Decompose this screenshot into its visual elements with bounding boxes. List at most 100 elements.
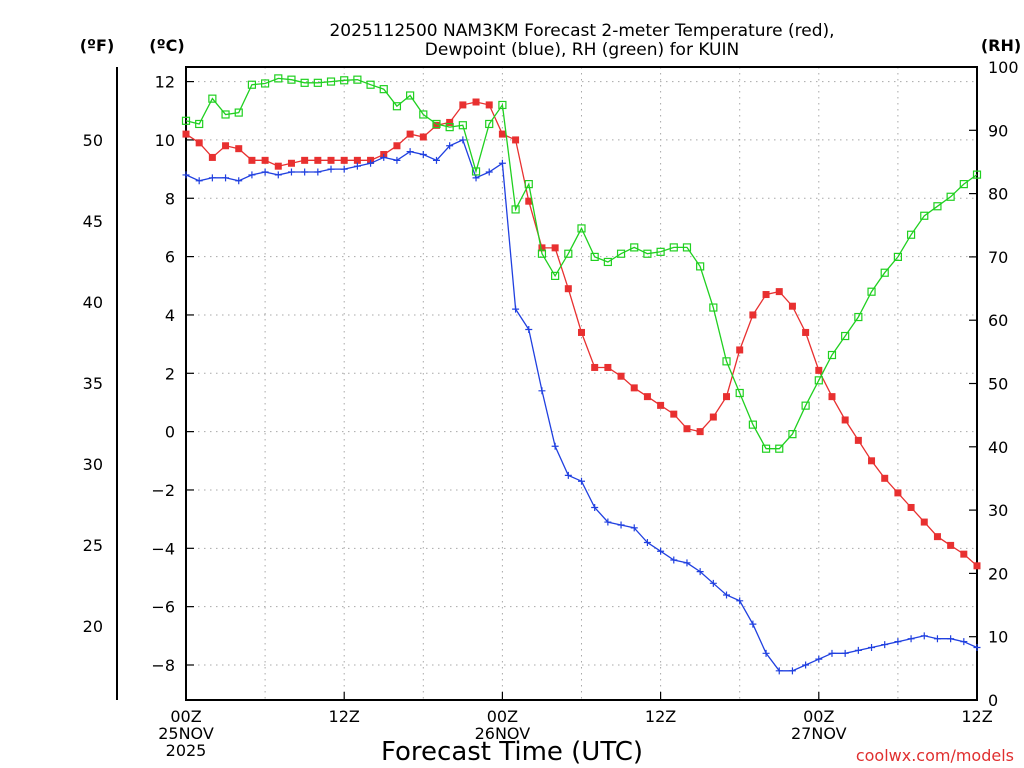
dewpoint-point	[709, 579, 717, 587]
rh-point	[458, 121, 467, 130]
rh-point	[906, 230, 916, 239]
temperature-point	[670, 410, 678, 418]
rh-point	[537, 249, 547, 258]
temperature-point	[749, 311, 757, 319]
rh-point	[748, 420, 757, 429]
dewpoint-point	[802, 661, 810, 669]
celsius-tick-label: 8	[165, 189, 175, 208]
fahrenheit-unit-label: (ºF)	[80, 36, 115, 55]
x-tick-label-line: 00Z	[487, 707, 518, 726]
temperature-point	[709, 413, 717, 421]
rh-point	[880, 268, 889, 277]
rh-point	[471, 167, 481, 176]
dewpoint-point	[222, 174, 230, 182]
rh-point	[867, 287, 876, 296]
rh-point	[814, 376, 823, 385]
temperature-point	[274, 162, 282, 170]
x-axis-label: Forecast Time (UTC)	[381, 737, 643, 767]
rh-point	[287, 75, 296, 84]
temperature-point	[973, 562, 981, 570]
rh-tick-label: 10	[988, 628, 1008, 647]
dewpoint-point	[578, 477, 585, 485]
rh-point	[827, 350, 837, 360]
temperature-point	[512, 136, 520, 144]
temperature-point	[459, 101, 467, 109]
temperature-point	[617, 372, 625, 380]
dewpoint-point	[947, 635, 955, 643]
dewpoint-point	[907, 635, 915, 643]
series-group	[181, 74, 982, 675]
dewpoint-point	[419, 151, 427, 159]
temperature-point	[828, 393, 836, 401]
x-tick-label: 00Z 26NOV	[475, 707, 531, 743]
rh-point	[841, 331, 850, 341]
dewpoint-line	[185, 139, 978, 672]
dewpoint-point	[393, 156, 401, 164]
rh-point	[564, 249, 573, 258]
celsius-tick-label: −8	[151, 656, 175, 675]
x-tick-label-line: 26NOV	[475, 724, 531, 743]
temperature-point	[591, 363, 599, 371]
temperature-point	[248, 156, 256, 164]
rh-point	[735, 388, 744, 398]
celsius-tick-label: 4	[165, 306, 175, 325]
temperature-point	[868, 457, 876, 465]
temperature-point	[208, 153, 216, 161]
rh-point	[300, 78, 309, 87]
rh-point	[326, 77, 336, 86]
dewpoint-point	[670, 556, 678, 564]
temperature-point	[960, 550, 968, 558]
dewpoint-point	[788, 667, 796, 675]
dewpoint-point	[195, 177, 203, 185]
x-tick-label-line: 12Z	[645, 707, 676, 726]
x-tick-label-line: 27NOV	[791, 724, 847, 743]
dewpoint-point	[525, 326, 533, 334]
dewpoint-point	[973, 643, 981, 651]
rh-point	[366, 80, 375, 89]
temperature-point	[498, 130, 506, 138]
temperature-point	[485, 101, 493, 109]
temperature-point	[551, 244, 559, 252]
x-tick-label: 12Z	[961, 707, 992, 726]
rh-point	[669, 243, 678, 252]
dewpoint-point	[643, 538, 651, 546]
x-tick-label-line: 00Z	[170, 707, 201, 726]
rh-point	[406, 91, 415, 100]
celsius-tick-label: 12	[155, 73, 175, 92]
dewpoint-point	[723, 591, 731, 599]
temperature-point	[432, 121, 440, 129]
dewpoint-point	[696, 568, 704, 576]
dewpoint-point	[841, 649, 849, 657]
x-tick-label: 00Z 27NOV	[791, 707, 847, 743]
dewpoint-point	[749, 620, 757, 628]
x-tick-label-line: 00Z	[803, 707, 834, 726]
rh-tick-label: 40	[988, 438, 1008, 457]
credit-text: coolwx.com/models	[856, 746, 1014, 765]
temperature-point	[723, 393, 731, 401]
dewpoint-point	[301, 168, 309, 176]
dewpoint-point	[657, 547, 665, 555]
rh-point	[590, 252, 599, 261]
temperature-point	[195, 139, 203, 147]
rh-tick-label: 80	[988, 185, 1008, 204]
rh-point	[208, 94, 217, 103]
temperature-point	[301, 156, 309, 164]
fahrenheit-tick-label: 20	[83, 617, 103, 636]
rh-point	[972, 170, 982, 179]
dewpoint-point	[683, 559, 691, 567]
dewpoint-point	[446, 142, 454, 150]
temperature-point	[538, 244, 546, 252]
rh-point	[603, 257, 612, 267]
rh-unit-label: (RH)	[981, 36, 1021, 55]
temperature-point	[696, 428, 704, 436]
x-tick-label-line: 2025	[166, 741, 207, 760]
rh-point	[181, 116, 191, 125]
temperature-point	[775, 288, 783, 296]
dewpoint-point	[538, 387, 546, 395]
x-tick-label: 12Z	[645, 707, 676, 726]
dewpoint-point	[881, 641, 889, 649]
temperature-point	[788, 302, 796, 310]
rh-point	[893, 252, 903, 261]
rh-point	[722, 357, 731, 366]
dewpoint-point	[367, 159, 375, 167]
